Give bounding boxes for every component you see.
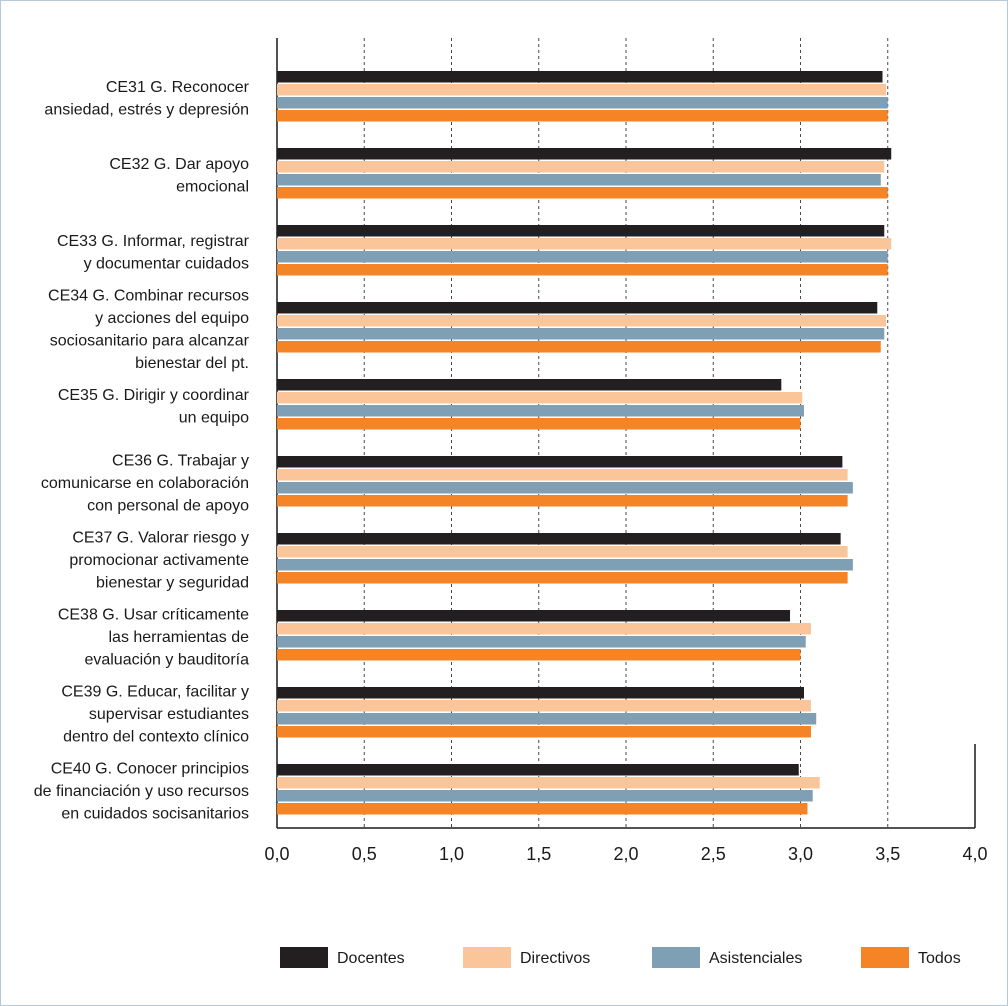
- legend-label: Directivos: [520, 950, 590, 967]
- legend-label: Docentes: [337, 950, 405, 967]
- category-label: CE35 G. Dirigir y coordinar: [58, 387, 250, 404]
- category-label: CE34 G. Combinar recursos: [48, 287, 249, 304]
- bar-todos: [277, 418, 801, 430]
- bar-directivos: [277, 546, 848, 558]
- bar-directivos: [277, 315, 887, 327]
- category-label: ansiedad, estrés y depresión: [44, 101, 249, 118]
- category-label: y documentar cuidados: [84, 255, 249, 272]
- bar-todos: [277, 726, 811, 738]
- category-label: CE32 G. Dar apoyo: [109, 156, 249, 173]
- bar-docentes: [277, 71, 883, 83]
- bar-todos: [277, 803, 808, 815]
- category-label: emocional: [176, 178, 249, 195]
- x-tick-label: 4,0: [962, 844, 987, 864]
- bar-docentes: [277, 610, 791, 622]
- category-label: con personal de apoyo: [87, 498, 249, 515]
- category-label: evaluación y bauditoría: [84, 652, 249, 669]
- bar-docentes: [277, 379, 782, 391]
- legend-swatch: [652, 947, 700, 968]
- legend-swatch: [280, 947, 328, 968]
- x-tick-label: 3,0: [788, 844, 813, 864]
- x-tick-label: 2,5: [701, 844, 726, 864]
- bar-asistenciales: [277, 713, 817, 725]
- x-tick-label: 0,0: [264, 844, 289, 864]
- bar-docentes: [277, 533, 841, 545]
- bar-todos: [277, 341, 881, 353]
- category-label: promocionar activamente: [69, 552, 249, 569]
- legend-swatch: [463, 947, 511, 968]
- bar-asistenciales: [277, 559, 853, 571]
- bar-asistenciales: [277, 482, 853, 494]
- category-label: un equipo: [179, 409, 249, 426]
- bar-directivos: [277, 238, 892, 250]
- bar-asistenciales: [277, 97, 888, 109]
- bar-docentes: [277, 456, 843, 468]
- x-tick-label: 1,5: [526, 844, 551, 864]
- bar-asistenciales: [277, 174, 881, 186]
- legend-label: Todos: [918, 950, 961, 967]
- legend-swatch: [861, 947, 909, 968]
- x-tick-label: 0,5: [352, 844, 377, 864]
- bar-todos: [277, 572, 848, 584]
- bar-docentes: [277, 687, 804, 699]
- bar-directivos: [277, 700, 811, 712]
- x-tick-label: 1,0: [439, 844, 464, 864]
- category-label: CE38 G. Usar críticamente: [58, 607, 249, 624]
- category-label: CE36 G. Trabajar y: [112, 453, 249, 470]
- bar-docentes: [277, 764, 799, 776]
- bar-asistenciales: [277, 790, 813, 802]
- bar-directivos: [277, 161, 885, 173]
- category-label: CE37 G. Valorar riesgo y: [72, 530, 249, 547]
- category-label: CE40 G. Conocer principios: [51, 761, 249, 778]
- bar-directivos: [277, 392, 803, 404]
- category-label: comunicarse en colaboración: [41, 475, 249, 492]
- bar-asistenciales: [277, 251, 888, 263]
- bar-todos: [277, 264, 888, 276]
- category-label: supervisar estudiantes: [89, 706, 249, 723]
- bar-asistenciales: [277, 328, 885, 340]
- category-label: bienestar y seguridad: [96, 575, 249, 592]
- bar-directivos: [277, 469, 848, 481]
- bar-todos: [277, 495, 848, 507]
- category-label: sociosanitario para alcanzar: [50, 332, 250, 349]
- bar-asistenciales: [277, 636, 806, 648]
- bar-directivos: [277, 84, 887, 96]
- category-label: CE31 G. Reconocer: [106, 79, 250, 96]
- bar-todos: [277, 187, 888, 199]
- category-label: las herramientas de: [108, 629, 249, 646]
- category-label: de financiación y uso recursos: [34, 783, 249, 800]
- bar-docentes: [277, 302, 878, 314]
- bar-asistenciales: [277, 405, 804, 417]
- bar-directivos: [277, 777, 820, 789]
- x-tick-label: 2,0: [613, 844, 638, 864]
- bar-todos: [277, 110, 888, 122]
- category-label: CE33 G. Informar, registrar: [57, 233, 250, 250]
- category-label: bienestar del pt.: [135, 355, 249, 372]
- category-label: en cuidados socisanitarios: [61, 806, 249, 823]
- bar-directivos: [277, 623, 811, 635]
- bar-todos: [277, 649, 801, 661]
- bar-docentes: [277, 148, 892, 160]
- legend-label: Asistenciales: [709, 950, 802, 967]
- category-label: dentro del contexto clínico: [63, 729, 249, 746]
- category-label: CE39 G. Educar, facilitar y: [61, 684, 249, 701]
- bar-docentes: [277, 225, 885, 237]
- category-label: y acciones del equipo: [95, 310, 249, 327]
- x-tick-label: 3,5: [875, 844, 900, 864]
